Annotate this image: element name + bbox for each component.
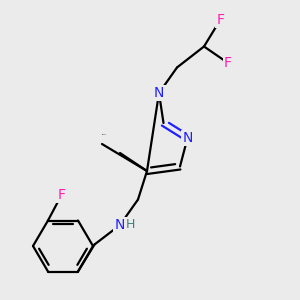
Text: N: N	[115, 218, 125, 232]
Text: F: F	[217, 13, 224, 26]
Text: N: N	[182, 131, 193, 145]
Text: methyl: methyl	[102, 134, 107, 135]
Text: H: H	[126, 218, 135, 232]
Text: F: F	[58, 188, 65, 202]
Text: N: N	[154, 86, 164, 100]
Text: F: F	[224, 56, 232, 70]
